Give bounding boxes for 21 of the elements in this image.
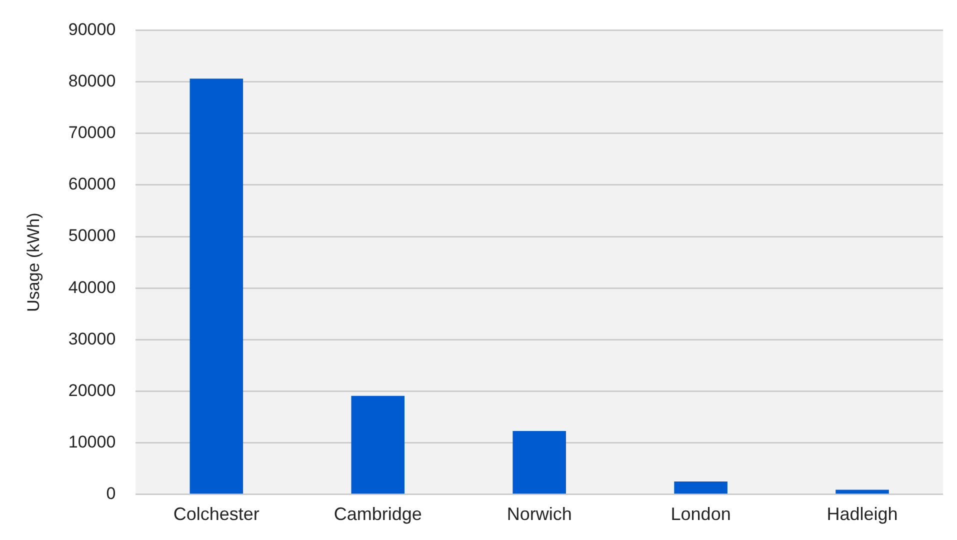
y-tick-label: 20000 <box>68 380 116 400</box>
y-tick-label: 50000 <box>68 226 116 246</box>
bar <box>674 482 728 494</box>
x-tick-label: Cambridge <box>334 504 422 524</box>
x-tick-label: Colchester <box>173 504 260 524</box>
bar <box>190 78 244 494</box>
y-tick-label: 90000 <box>68 20 116 39</box>
y-tick-label: 70000 <box>68 123 116 142</box>
x-tick-label: Hadleigh <box>826 504 898 524</box>
bar <box>836 490 889 494</box>
y-tick-label: 0 <box>106 484 116 504</box>
bar <box>351 396 405 494</box>
y-axis-title: Usage (kWh) <box>24 212 43 312</box>
bar <box>512 430 566 494</box>
y-tick-label: 40000 <box>68 278 116 297</box>
x-tick-label: London <box>670 504 731 524</box>
y-tick-label: 80000 <box>68 71 116 90</box>
y-tick-label: 10000 <box>68 432 116 452</box>
x-tick-label: Norwich <box>506 504 572 524</box>
y-tick-label: 60000 <box>68 174 116 194</box>
y-tick-label: 30000 <box>68 329 116 348</box>
